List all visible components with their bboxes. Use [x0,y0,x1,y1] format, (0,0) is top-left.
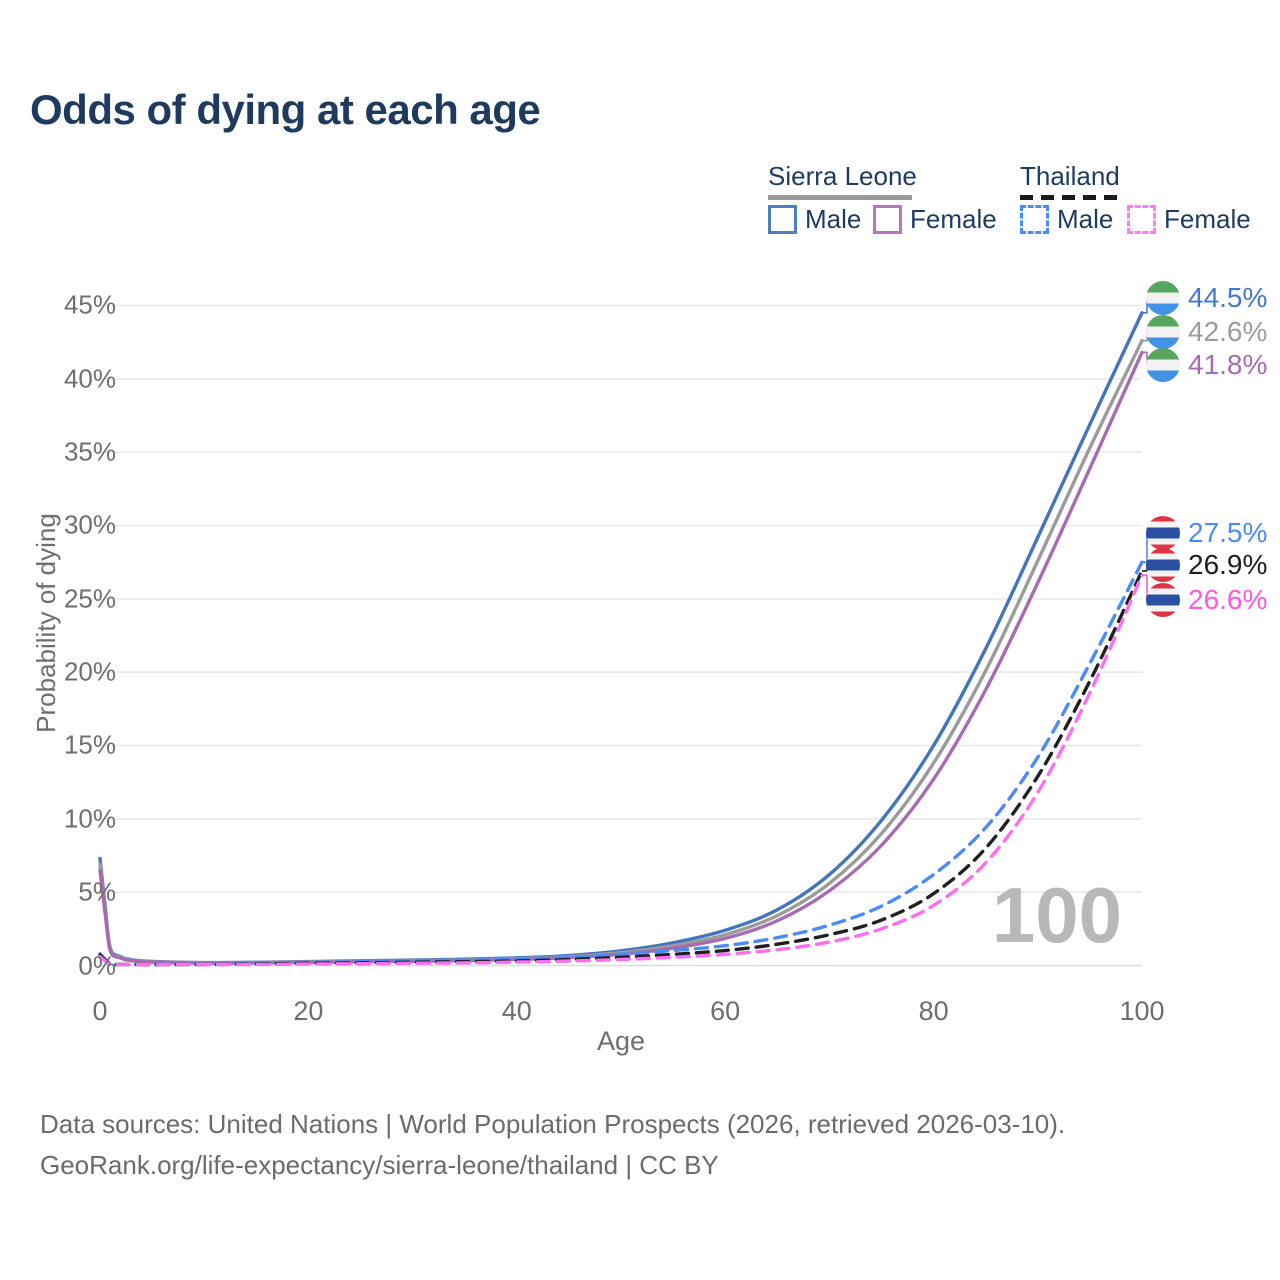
legend-country-thailand[interactable]: Thailand [1020,161,1120,191]
end-value: 42.6% [1188,316,1268,347]
thailand-flag-icon [1146,516,1180,550]
y-tick-label: 20% [63,656,116,687]
legend-item-sierra-leone-female[interactable]: Female [873,204,997,235]
age-counter-watermark: 100 [991,871,1122,959]
sierra-leone-flag-icon [1146,348,1180,382]
end-value: 26.6% [1188,584,1268,615]
x-tick-label: 60 [710,996,741,1026]
sierra-leone-solid-line-key [768,195,912,200]
legend-item-label: Female [910,204,997,234]
legend-item-label: Female [1164,204,1251,234]
sierra-leone-flag-icon [1146,281,1180,315]
y-tick-label: 30% [63,509,116,540]
x-tick-label: 0 [92,996,108,1026]
end-label-thailand-female: 26.6% [1146,583,1267,617]
x-axis-title: Age [596,1026,646,1056]
thailand-female-swatch-icon [1127,205,1156,234]
footer-line-1: Data sources: United Nations | World Pop… [40,1109,1066,1139]
sierra-leone-male-swatch-icon [768,205,797,234]
sierra-leone-flag-icon [1146,315,1180,349]
legend-item-label: Male [805,204,862,234]
y-tick-label: 40% [63,363,116,394]
y-tick-label: 0% [78,950,116,980]
sierra-leone-female-swatch-icon [873,205,902,234]
x-tick-label: 20 [293,996,324,1026]
x-tick-label: 100 [1119,996,1165,1026]
y-tick-label: 15% [63,729,116,760]
legend-item-thailand-male[interactable]: Male [1020,204,1113,235]
end-value: 41.8% [1188,349,1268,380]
series-line-thailand-male [98,560,1144,967]
thailand-dashed-line-key [1020,195,1120,200]
end-label-thailand-both: 26.9% [1146,548,1267,582]
y-tick-label: 25% [63,583,116,614]
end-value: 44.5% [1188,282,1268,313]
x-tick-label: 80 [918,996,949,1026]
end-label-sierra-leone-female: 41.8% [1146,348,1267,382]
end-label-sierra-leone-male: 44.5% [1146,281,1267,315]
footer-line-2: GeoRank.org/life-expectancy/sierra-leone… [40,1150,719,1180]
y-axis-title: Probability of dying [31,513,61,733]
legend-country-sierra-leone[interactable]: Sierra Leone [768,161,917,191]
thailand-flag-icon [1146,583,1180,617]
series-line-thailand-female [98,573,1144,967]
x-tick-label: 40 [501,996,532,1026]
end-value: 26.9% [1188,549,1268,580]
series-line-thailand-all [98,569,1144,967]
y-tick-label: 45% [63,289,116,320]
end-value: 27.5% [1188,517,1268,548]
thailand-male-swatch-icon [1020,205,1049,234]
legend-item-thailand-female[interactable]: Female [1127,204,1251,235]
series-line-sierra-leone-female [98,350,1144,965]
thailand-flag-icon [1146,548,1180,582]
legend-item-label: Male [1057,204,1114,234]
end-label-thailand-male: 27.5% [1146,516,1267,550]
y-tick-label: 5% [78,876,116,907]
end-label-sierra-leone-both: 42.6% [1146,315,1267,349]
data-sources-footer: Data sources: United Nations | World Pop… [40,1104,1065,1186]
legend-item-sierra-leone-male[interactable]: Male [768,204,861,235]
y-tick-label: 35% [63,436,116,467]
chart-title: Odds of dying at each age [30,86,541,133]
y-tick-label: 10% [63,803,116,834]
